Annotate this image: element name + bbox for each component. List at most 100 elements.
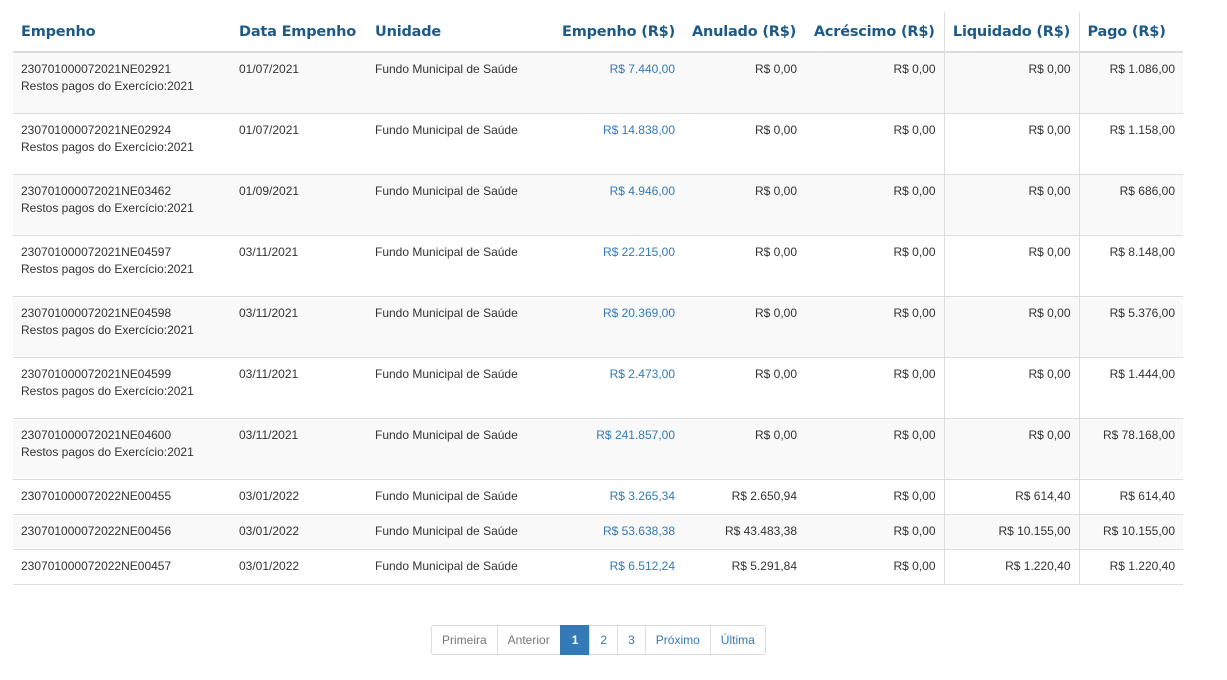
liquidado-value: R$ 0,00 — [1028, 306, 1071, 320]
data-empenho-value: 03/01/2022 — [239, 559, 300, 573]
cell-acrescimo: R$ 0,00 — [805, 296, 945, 358]
cell-liquidado: R$ 10.155,00 — [944, 514, 1080, 550]
data-empenho-value: 03/11/2021 — [239, 245, 299, 259]
cell-empenho-valor[interactable]: R$ 20.369,00 — [551, 296, 683, 358]
pago-value: R$ 1.086,00 — [1109, 62, 1175, 76]
cell-pago: R$ 8.148,00 — [1079, 235, 1183, 297]
table-row: 230701000072021NE02921 Restos pagos do Ex… — [13, 51, 1183, 114]
pagination-last-button[interactable]: Última — [709, 625, 766, 655]
cell-empenho-valor[interactable]: R$ 2.473,00 — [551, 357, 683, 419]
cell-liquidado: R$ 0,00 — [944, 296, 1080, 358]
pagination-page-2-button[interactable]: 2 — [589, 625, 619, 655]
cell-liquidado: R$ 0,00 — [944, 174, 1080, 236]
cell-data-empenho: 01/07/2021 — [231, 113, 367, 175]
anulado-value: R$ 0,00 — [754, 245, 797, 259]
empenho-valor-link[interactable]: R$ 4.946,00 — [609, 184, 675, 198]
empenho-valor-link[interactable]: R$ 20.369,00 — [602, 306, 675, 320]
data-empenho-value: 01/07/2021 — [239, 62, 300, 76]
cell-empenho-valor[interactable]: R$ 3.265,34 — [551, 479, 683, 515]
cell-empenho-valor[interactable]: R$ 53.638,38 — [551, 514, 683, 550]
cell-pago: R$ 78.168,00 — [1079, 418, 1183, 480]
cell-empenho-valor[interactable]: R$ 241.857,00 — [551, 418, 683, 480]
column-header-unidade[interactable]: Unidade — [367, 12, 551, 53]
pagination-next-button[interactable]: Próximo — [644, 625, 711, 655]
acrescimo-value: R$ 0,00 — [893, 559, 936, 573]
anulado-value: R$ 2.650,94 — [731, 489, 797, 503]
cell-unidade: Fundo Municipal de Saúde — [367, 479, 551, 515]
empenho-valor-link[interactable]: R$ 22.215,00 — [602, 245, 675, 259]
acrescimo-value: R$ 0,00 — [893, 428, 936, 442]
table-row: 230701000072022NE00456 03/01/2022 Fundo Mu… — [13, 514, 1183, 550]
empenho-number: 230701000072021NE02921 — [21, 62, 172, 76]
cell-unidade: Fundo Municipal de Saúde — [367, 514, 551, 550]
cell-empenho: 230701000072022NE00456 — [13, 514, 231, 550]
cell-empenho-valor[interactable]: R$ 4.946,00 — [551, 174, 683, 236]
column-header-data-empenho[interactable]: Data Empenho — [231, 12, 367, 53]
anulado-value: R$ 0,00 — [754, 184, 797, 198]
acrescimo-value: R$ 0,00 — [893, 367, 936, 381]
data-empenho-value: 03/01/2022 — [239, 524, 300, 538]
column-header-empenho[interactable]: Empenho — [13, 12, 231, 53]
empenho-valor-link[interactable]: R$ 6.512,24 — [609, 559, 675, 573]
pagination-page-1-button[interactable]: 1 — [559, 625, 591, 655]
cell-liquidado: R$ 614,40 — [944, 479, 1080, 515]
cell-unidade: Fundo Municipal de Saúde — [367, 418, 551, 480]
cell-pago: R$ 1.444,00 — [1079, 357, 1183, 419]
empenho-valor-link[interactable]: R$ 7.440,00 — [609, 62, 675, 76]
liquidado-value: R$ 0,00 — [1028, 184, 1071, 198]
column-header-liquidado[interactable]: Liquidado (R$) — [944, 12, 1080, 53]
cell-unidade: Fundo Municipal de Saúde — [367, 357, 551, 419]
cell-unidade: Fundo Municipal de Saúde — [367, 549, 551, 585]
table-row: 230701000072021NE04599 Restos pagos do Ex… — [13, 357, 1183, 419]
unidade-value: Fundo Municipal de Saúde — [375, 123, 518, 137]
cell-acrescimo: R$ 0,00 — [805, 418, 945, 480]
acrescimo-value: R$ 0,00 — [893, 123, 936, 137]
restos-pagos-note: Restos pagos do Exercício:2021 — [21, 201, 194, 215]
cell-data-empenho: 01/07/2021 — [231, 51, 367, 114]
table-body: 230701000072021NE02921 Restos pagos do Ex… — [13, 51, 1183, 585]
anulado-value: R$ 0,00 — [754, 306, 797, 320]
data-empenho-value: 03/01/2022 — [239, 489, 300, 503]
table-row: 230701000072021NE04597 Restos pagos do Ex… — [13, 235, 1183, 297]
restos-pagos-note: Restos pagos do Exercício:2021 — [21, 445, 194, 459]
empenho-number: 230701000072021NE04597 — [21, 245, 172, 259]
pagination-page-3-button[interactable]: 3 — [617, 625, 646, 655]
empenho-valor-link[interactable]: R$ 14.838,00 — [602, 123, 675, 137]
empenho-valor-link[interactable]: R$ 53.638,38 — [602, 524, 675, 538]
cell-empenho-valor[interactable]: R$ 14.838,00 — [551, 113, 683, 175]
column-header-anulado[interactable]: Anulado (R$) — [683, 12, 805, 53]
pagination-previous-button[interactable]: Anterior — [496, 625, 561, 655]
pago-value: R$ 10.155,00 — [1102, 524, 1175, 538]
empenho-number: 230701000072021NE04600 — [21, 428, 172, 442]
empenho-valor-link[interactable]: R$ 241.857,00 — [596, 428, 675, 442]
empenho-valor-link[interactable]: R$ 3.265,34 — [609, 489, 675, 503]
pago-value: R$ 1.220,40 — [1109, 559, 1175, 573]
cell-empenho-valor[interactable]: R$ 6.512,24 — [551, 549, 683, 585]
unidade-value: Fundo Municipal de Saúde — [375, 367, 518, 381]
restos-pagos-note: Restos pagos do Exercício:2021 — [21, 323, 194, 337]
data-empenho-value: 03/11/2021 — [239, 428, 299, 442]
pagination: Primeira Anterior 1 2 3 Próximo Última — [431, 625, 766, 655]
cell-data-empenho: 01/09/2021 — [231, 174, 367, 236]
empenho-valor-link[interactable]: R$ 2.473,00 — [609, 367, 675, 381]
cell-pago: R$ 1.086,00 — [1079, 51, 1183, 114]
unidade-value: Fundo Municipal de Saúde — [375, 559, 518, 573]
data-empenho-value: 01/07/2021 — [239, 123, 300, 137]
cell-liquidado: R$ 0,00 — [944, 235, 1080, 297]
column-header-acrescimo[interactable]: Acréscimo (R$) — [805, 12, 945, 53]
cell-empenho-valor[interactable]: R$ 22.215,00 — [551, 235, 683, 297]
cell-empenho-valor[interactable]: R$ 7.440,00 — [551, 51, 683, 114]
cell-acrescimo: R$ 0,00 — [805, 113, 945, 175]
cell-empenho: 230701000072022NE00455 — [13, 479, 231, 515]
empenho-number: 230701000072022NE00457 — [21, 559, 172, 573]
pago-value: R$ 686,00 — [1119, 184, 1175, 198]
column-header-empenho-valor[interactable]: Empenho (R$) — [551, 12, 683, 53]
column-header-pago[interactable]: Pago (R$) — [1079, 12, 1183, 53]
cell-empenho: 230701000072021NE04597 Restos pagos do Ex… — [13, 235, 231, 297]
restos-pagos-note: Restos pagos do Exercício:2021 — [21, 262, 194, 276]
empenho-number: 230701000072022NE00456 — [21, 524, 172, 538]
anulado-value: R$ 0,00 — [754, 62, 797, 76]
unidade-value: Fundo Municipal de Saúde — [375, 428, 518, 442]
pagination-first-button[interactable]: Primeira — [431, 625, 498, 655]
cell-acrescimo: R$ 0,00 — [805, 479, 945, 515]
